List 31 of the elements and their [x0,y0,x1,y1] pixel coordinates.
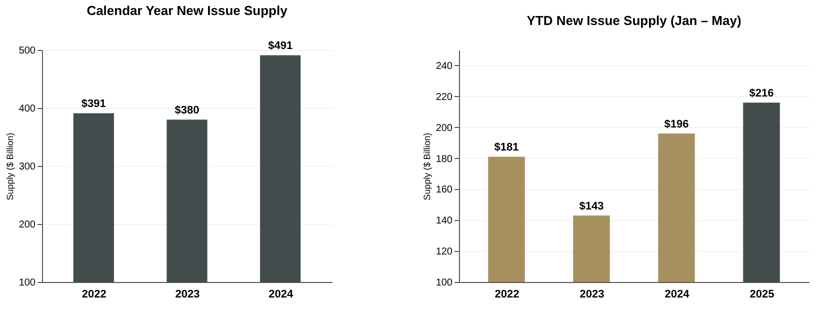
y-tick-label: 400 [18,104,36,114]
x-tick-label: 2025 [750,288,774,300]
y-axis-title: Supply ($ Billion) [4,132,15,200]
x-tick-label: 2022 [82,288,106,300]
data-label: $391 [81,98,106,110]
y-tick-label: 240 [436,60,453,72]
chart-title: YTD New Issue Supply (Jan – May) [526,13,742,28]
data-label: $380 [174,104,200,117]
x-tick-label: 2024 [664,288,690,300]
chart-title: Calendar Year New Issue Supply [86,3,288,18]
y-tick-label: 500 [18,46,36,56]
data-label: $181 [494,142,519,154]
y-tick-label: 200 [18,220,36,230]
y-axis-title: Supply ($ Billion) [422,132,432,200]
y-tick-label: 300 [18,162,36,172]
y-tick-label: 120 [436,246,453,258]
data-label: $143 [579,200,604,212]
y-tick-label: 100 [436,278,453,288]
x-tick-label: 2024 [268,288,294,300]
y-tick-label: 180 [436,154,453,165]
y-tick-label: 220 [436,92,453,103]
x-tick-label: 2023 [175,288,200,300]
y-tick-label: 100 [18,278,36,288]
data-label: $491 [268,40,293,52]
x-tick-label: 2023 [580,288,604,300]
y-tick-label: 200 [436,122,453,134]
x-tick-label: 2022 [494,288,520,300]
y-tick-label: 140 [436,216,453,227]
data-label: $216 [749,88,774,100]
data-label: $196 [664,118,689,131]
y-tick-label: 160 [436,184,453,196]
